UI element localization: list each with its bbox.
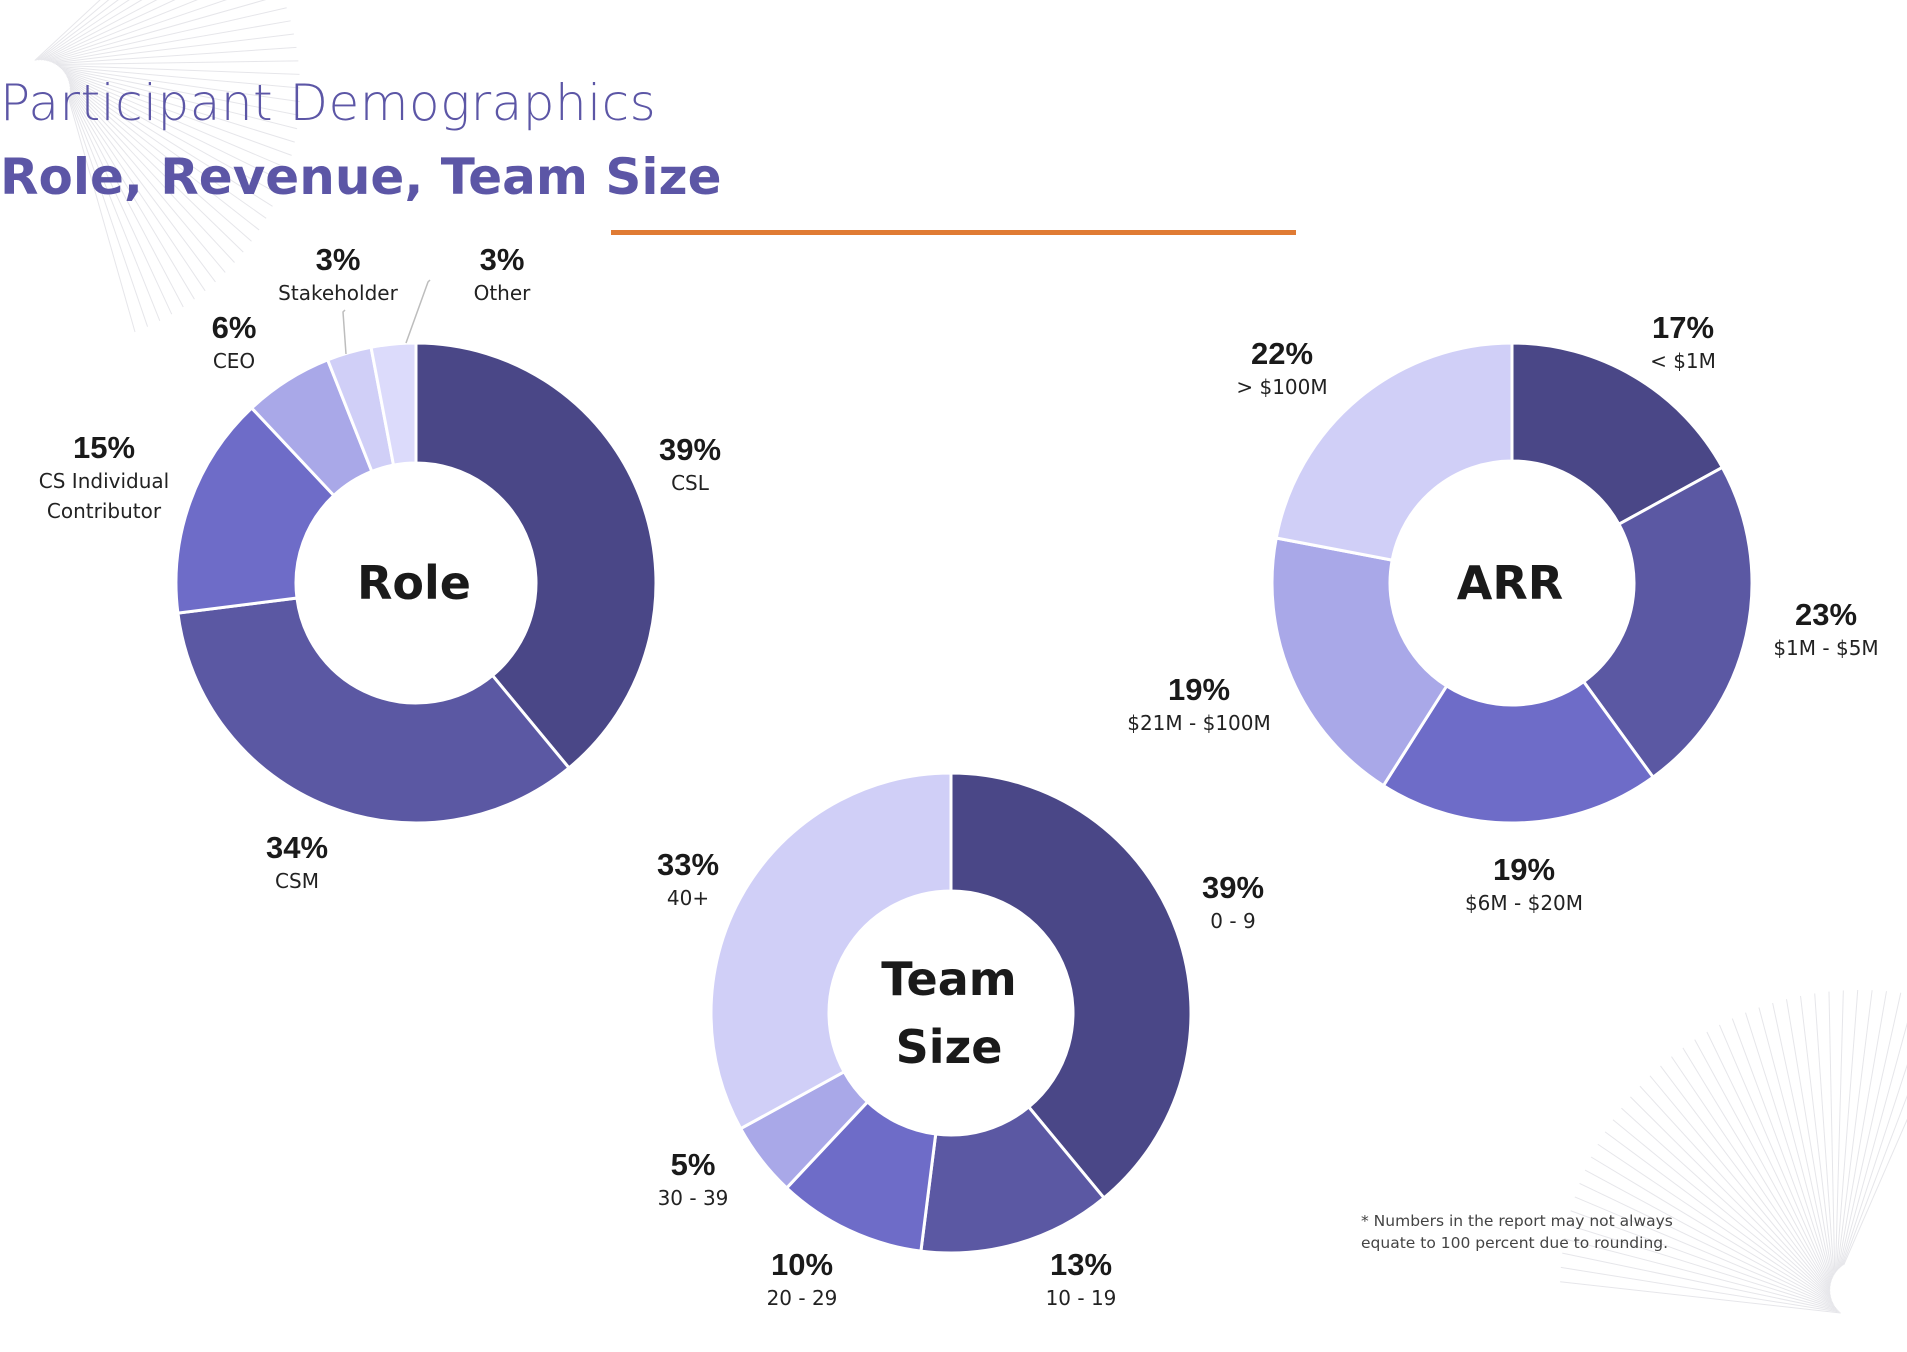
donut-slice-1m — [1510, 341, 1725, 527]
chart-center-label: Size — [896, 1020, 1003, 1074]
slice-category-label: CS Individual — [39, 469, 169, 493]
slice-category-label: Contributor — [47, 499, 162, 523]
team-size-donut-chart: Team Size 39% 0 - 9 13% 10 - 19 10% 20 - 29 5% 30… — [657, 771, 1264, 1310]
chart-center-label: Role — [357, 556, 471, 610]
donut-slice-10-19 — [919, 1104, 1107, 1255]
chart-center-label: ARR — [1457, 556, 1563, 610]
leader-line — [405, 279, 431, 344]
slice-category-label: $1M - $5M — [1773, 636, 1878, 660]
slice-percent-label: 17% — [1652, 310, 1714, 345]
slice-category-label: CSL — [671, 471, 710, 495]
chart-center-label: Team — [881, 952, 1016, 1006]
donut-slice-21m-100m — [1270, 536, 1449, 788]
slice-percent-label: 10% — [771, 1247, 833, 1282]
page-title: Participant Demographics — [0, 74, 657, 132]
slice-percent-label: 39% — [1202, 870, 1264, 905]
slice-percent-label: 3% — [480, 242, 525, 277]
donut-slice-100m — [1274, 341, 1514, 562]
slice-category-label: $21M - $100M — [1127, 711, 1271, 735]
slice-category-label: CEO — [213, 349, 255, 373]
donut-slice-1m-5m — [1581, 465, 1754, 780]
donut-slice-other — [369, 341, 418, 467]
slice-percent-label: 15% — [73, 430, 135, 465]
slice-percent-label: 34% — [266, 830, 328, 865]
slice-percent-label: 3% — [316, 242, 361, 277]
slice-category-label: Other — [474, 281, 532, 305]
slice-percent-label: 22% — [1251, 336, 1313, 371]
slice-category-label: Stakeholder — [278, 281, 398, 305]
decorative-fan-bottom-right — [1560, 989, 1907, 1314]
slice-percent-label: 19% — [1493, 852, 1555, 887]
page-subtitle: Role, Revenue, Team Size — [0, 148, 722, 206]
donut-slice-6m-20m — [1381, 679, 1656, 825]
slice-category-label: 10 - 19 — [1046, 1286, 1117, 1310]
slice-percent-label: 6% — [212, 310, 257, 345]
donut-slice-0-9 — [949, 771, 1193, 1201]
slice-category-label: 20 - 29 — [767, 1286, 838, 1310]
role-donut-chart: Role 39% CSL 34% CSM 15% CS Individual Contribu… — [39, 242, 721, 893]
slice-percent-label: 39% — [659, 432, 721, 467]
title-underline — [611, 230, 1296, 235]
slice-percent-label: 13% — [1050, 1247, 1112, 1282]
slice-category-label: > $100M — [1236, 375, 1327, 399]
slice-percent-label: 19% — [1168, 672, 1230, 707]
slice-percent-label: 33% — [657, 847, 719, 882]
donut-slice-csm — [176, 596, 572, 825]
slice-percent-label: 5% — [671, 1147, 716, 1182]
donut-slice-csl — [414, 341, 658, 771]
donut-slice-40 — [709, 771, 953, 1131]
donut-slice-cs-individual-contributor — [174, 405, 336, 615]
leader-line — [342, 309, 347, 355]
slice-category-label: $6M - $20M — [1465, 891, 1583, 915]
slice-category-label: < $1M — [1650, 349, 1716, 373]
slice-percent-label: 23% — [1795, 597, 1857, 632]
rounding-footnote: * Numbers in the report may not always e… — [1361, 1212, 1673, 1252]
decorative-fan-top-left — [34, 0, 301, 333]
slice-category-label: 40+ — [667, 886, 709, 910]
arr-donut-chart: ARR 17% < $1M 23% $1M - $5M 19% $6M - $20M 19% $… — [1127, 310, 1878, 915]
slice-category-label: 0 - 9 — [1210, 909, 1255, 933]
slice-category-label: CSM — [275, 869, 319, 893]
slice-category-label: 30 - 39 — [658, 1186, 729, 1210]
